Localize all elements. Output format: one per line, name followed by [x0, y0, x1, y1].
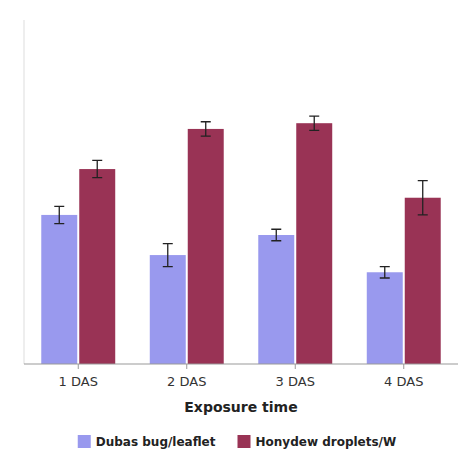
chart-svg: 1 DAS 2 DAS 3 DAS 4 DAS Exposure time Dubas b…: [0, 0, 474, 474]
bar: [150, 255, 186, 364]
x-tick: [78, 364, 79, 369]
legend-swatch: [238, 435, 251, 448]
error-bar: [418, 181, 428, 215]
chart-container: 1 DAS 2 DAS 3 DAS 4 DAS Exposure time Dubas b…: [0, 0, 474, 474]
bar: [41, 215, 77, 364]
bar: [188, 129, 224, 364]
error-bar: [201, 122, 211, 136]
legend-label: Dubas bug/leaflet: [96, 435, 216, 449]
legend-item: Dubas bug/leaflet: [78, 435, 216, 449]
error-bar: [163, 244, 173, 267]
bar: [296, 123, 332, 364]
error-bar: [309, 116, 319, 130]
bar: [258, 235, 294, 364]
error-bar: [380, 267, 390, 278]
bar: [367, 272, 403, 364]
x-tick-label: 1 DAS: [59, 374, 98, 389]
legend-item: Honydew droplets/W: [238, 435, 397, 449]
legend-label: Honydew droplets/W: [256, 435, 397, 449]
x-tick: [403, 364, 404, 369]
x-tick-label: 4 DAS: [384, 374, 423, 389]
plot-area: [41, 116, 440, 364]
bar: [405, 198, 441, 364]
legend-swatch: [78, 435, 91, 448]
error-bar: [92, 160, 102, 177]
x-axis-label: Exposure time: [184, 399, 297, 415]
x-axis-line: [24, 364, 458, 365]
series-bars: [79, 123, 440, 364]
error-bars: [92, 116, 428, 215]
x-tick: [186, 364, 187, 369]
error-bar: [271, 229, 281, 240]
bar: [79, 169, 115, 364]
x-tick-label: 3 DAS: [276, 374, 315, 389]
x-tick-label: 2 DAS: [167, 374, 206, 389]
error-bar: [54, 206, 64, 223]
y-axis-line: [24, 20, 25, 364]
legend: Dubas bug/leaflet Honydew droplets/W: [78, 435, 397, 449]
x-tick: [295, 364, 296, 369]
